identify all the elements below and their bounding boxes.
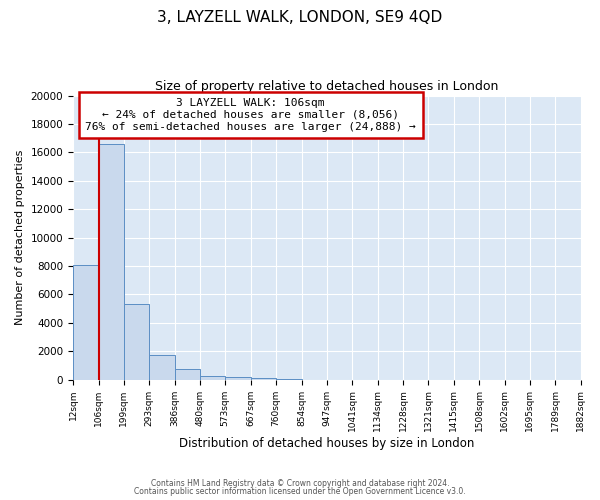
Bar xyxy=(149,354,175,380)
Text: 3 LAYZELL WALK: 106sqm
← 24% of detached houses are smaller (8,056)
76% of semi-: 3 LAYZELL WALK: 106sqm ← 24% of detached… xyxy=(85,98,416,132)
Bar xyxy=(276,378,302,380)
Text: Contains HM Land Registry data © Crown copyright and database right 2024.: Contains HM Land Registry data © Crown c… xyxy=(151,478,449,488)
Text: 3, LAYZELL WALK, LONDON, SE9 4QD: 3, LAYZELL WALK, LONDON, SE9 4QD xyxy=(157,10,443,25)
Title: Size of property relative to detached houses in London: Size of property relative to detached ho… xyxy=(155,80,499,93)
Bar xyxy=(124,304,149,380)
Bar xyxy=(175,369,200,380)
Bar xyxy=(225,377,251,380)
Y-axis label: Number of detached properties: Number of detached properties xyxy=(15,150,25,326)
X-axis label: Distribution of detached houses by size in London: Distribution of detached houses by size … xyxy=(179,437,475,450)
Bar xyxy=(98,144,124,380)
Bar xyxy=(73,264,98,380)
Text: Contains public sector information licensed under the Open Government Licence v3: Contains public sector information licen… xyxy=(134,487,466,496)
Bar xyxy=(200,376,225,380)
Bar xyxy=(251,378,276,380)
